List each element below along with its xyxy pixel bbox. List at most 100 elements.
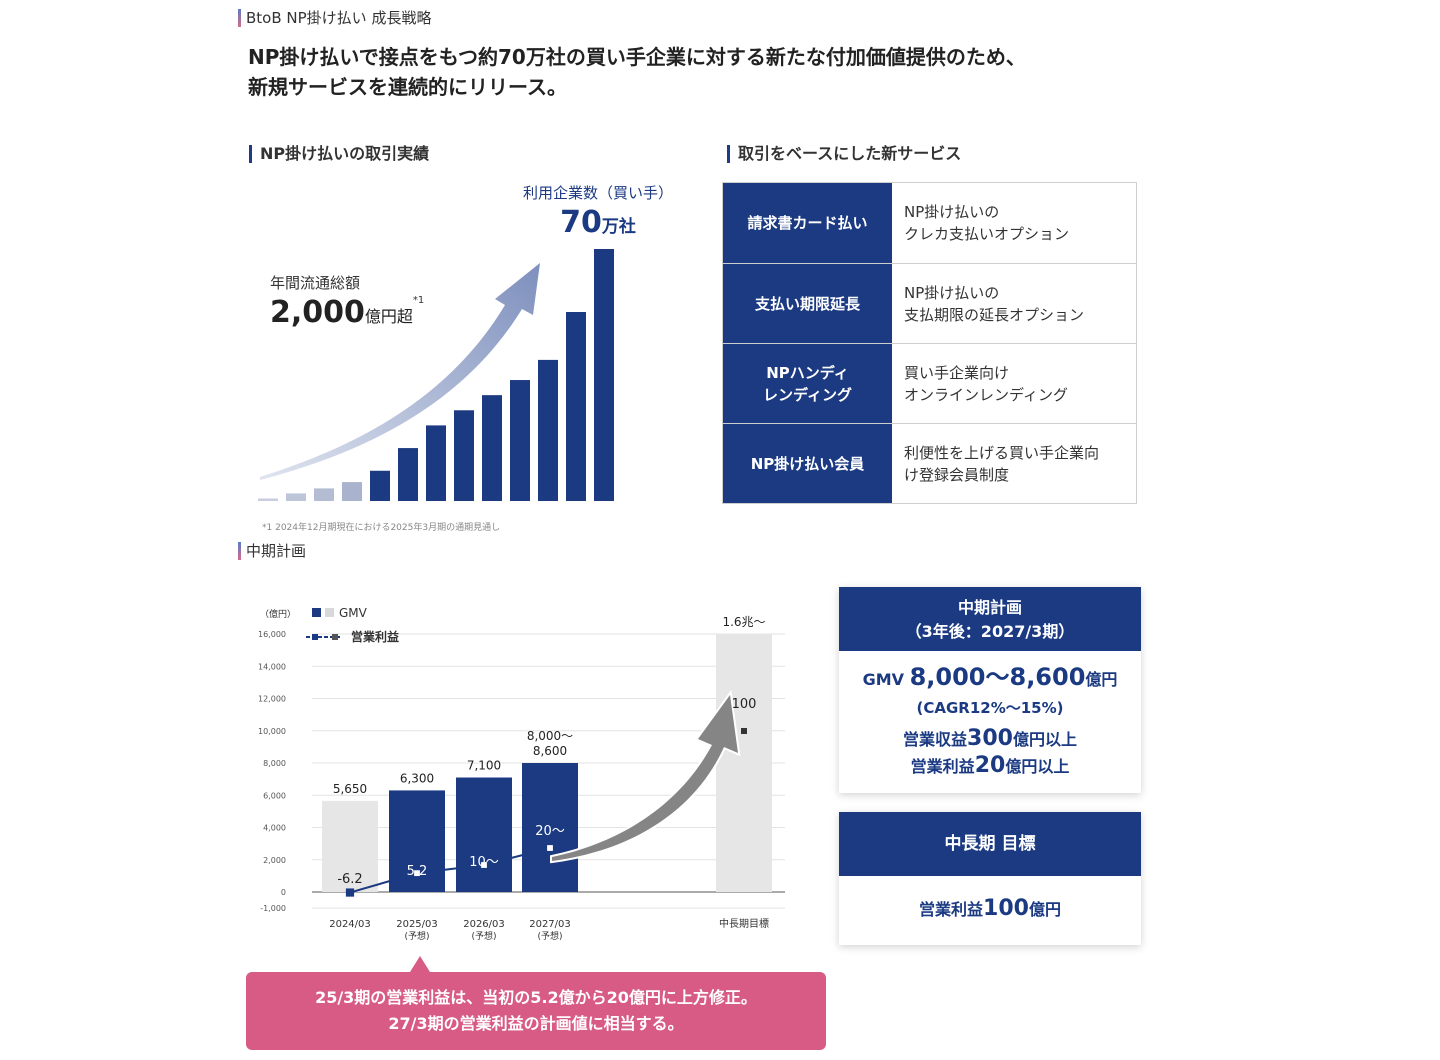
- plan-cagr: (CAGR12%〜15%): [916, 699, 1064, 717]
- gmv-unit: 億円超: [364, 307, 413, 326]
- y-tick-label: 4,000: [263, 824, 286, 833]
- x-tick-sublabel: (予想): [404, 930, 429, 942]
- gmv-value-label: 7,100: [467, 759, 501, 773]
- plan-card-body: GMV 8,000〜8,600億円 (CAGR12%〜15%) 営業収益300億…: [839, 651, 1141, 780]
- legend-op-marker-dark: [312, 634, 318, 640]
- services-title: 取引をベースにした新サービス: [727, 144, 961, 164]
- service-desc: NP掛け払いの 支払期限の延長オプション: [904, 283, 1085, 324]
- growth-bar: [314, 488, 334, 501]
- callout-box: 25/3期の営業利益は、当初の5.2億から20億円に上方修正。 27/3期の営業…: [246, 956, 826, 1050]
- service-row: NPハンディ レンディング 買い手企業向け オンラインレンディング: [723, 343, 1136, 423]
- x-tick-sublabel: (予想): [537, 930, 562, 942]
- gmv-annotation: 年間流通総額 2,000億円超*1: [270, 272, 424, 330]
- service-desc: NP掛け払いの クレカ支払いオプション: [904, 203, 1070, 243]
- growth-bar: [342, 482, 362, 501]
- y-tick-label: 14,000: [258, 662, 286, 671]
- gmv-value-label: 5,650: [333, 782, 367, 796]
- gmv-label: 年間流通総額: [270, 274, 361, 292]
- growth-bar: [454, 410, 474, 501]
- gmv-value-row: 2,000億円超*1: [270, 295, 424, 330]
- plan-op-value: 20: [974, 753, 1006, 778]
- plan-revenue-unit: 億円以上: [1012, 730, 1077, 749]
- plan-gmv-value: 8,000〜8,600: [909, 663, 1086, 691]
- gmv-note-mark: *1: [412, 295, 425, 306]
- growth-bar: [538, 359, 558, 501]
- op-value-label: 10〜: [469, 855, 499, 870]
- plan-card-head: 中期計画 （3年後：2027/3期）: [839, 587, 1141, 651]
- growth-bar: [370, 470, 390, 501]
- x-tick-label: 2027/03: [529, 919, 571, 930]
- op-value-label: 5.2: [407, 864, 428, 879]
- growth-bar: [426, 425, 446, 501]
- page-headline: NP掛け払いで接点をもつ約70万社の買い手企業に対する新たな付加価値提供のため、…: [248, 42, 1148, 102]
- plan-gmv-unit: 億円: [1085, 670, 1118, 689]
- plan-revenue-prefix: 営業収益: [903, 730, 968, 749]
- target-op-unit: 億円: [1028, 900, 1061, 919]
- service-desc: 利便性を上げる買い手企業向 け登録会員制度: [904, 443, 1100, 484]
- service-row: 請求書カード払い NP掛け払いの クレカ支払いオプション: [723, 183, 1136, 263]
- service-name: 支払い期限延長: [723, 264, 892, 343]
- y-tick-label: 10,000: [258, 727, 286, 736]
- x-tick-label: 中長期目標: [719, 917, 769, 930]
- x-tick-label: 2024/03: [329, 919, 371, 930]
- midterm-title: 中期計画: [238, 542, 306, 560]
- midterm-chart: 16,000 14,000 12,000 10,000 8,000 6,000 4,000 2…: [258, 606, 785, 942]
- plan-card-title: 中期計画: [957, 598, 1022, 617]
- users-value: 70: [560, 205, 602, 240]
- growth-chart: [258, 249, 614, 501]
- x-tick-label: 2025/03: [396, 919, 438, 930]
- op-value-label: -6.2: [337, 872, 362, 887]
- y-tick-label: 0: [281, 888, 286, 897]
- plan-card-subtitle: （3年後：2027/3期）: [905, 622, 1075, 641]
- services-table: 請求書カード払い NP掛け払いの クレカ支払いオプション 支払い期限延長 NP掛…: [722, 182, 1137, 504]
- gmv-bar: [522, 763, 578, 892]
- x-tick-sublabel: (予想): [471, 930, 496, 942]
- target-card: 中長期 目標 営業利益100億円: [839, 812, 1141, 945]
- legend-op-label: 営業利益: [351, 629, 399, 644]
- op-marker: [412, 869, 422, 878]
- growth-bar: [594, 249, 614, 501]
- footnote: *1 2024年12月期現在における2025年3月期の通期見通し: [262, 523, 501, 533]
- plan-op-unit: 億円以上: [1005, 757, 1070, 776]
- gmv-bar: [456, 777, 512, 892]
- plan-revenue-row: 営業収益300億円以上: [839, 726, 1141, 753]
- gmv-bar: [716, 634, 772, 892]
- transactions-title: NP掛け払いの取引実績: [249, 144, 429, 164]
- op-marker: [479, 860, 489, 870]
- growth-bar: [398, 448, 418, 501]
- midterm-arrow: [550, 689, 741, 864]
- legend-gmv-swatch-dark: [312, 608, 321, 617]
- service-name: NPハンディ レンディング: [723, 344, 892, 423]
- legend-gmv-label: GMV: [339, 606, 368, 620]
- callout-line-1: 25/3期の営業利益は、当初の5.2億から20億円に上方修正。: [315, 988, 757, 1007]
- service-row: 支払い期限延長 NP掛け払いの 支払期限の延長オプション: [723, 263, 1136, 343]
- gmv-value-label: 1.6兆〜: [722, 615, 765, 629]
- plan-card: 中期計画 （3年後：2027/3期） GMV 8,000〜8,600億円 (CA…: [839, 587, 1141, 793]
- gmv-value: 2,000: [270, 295, 365, 330]
- growth-bar: [482, 395, 502, 501]
- growth-bar: [566, 312, 586, 501]
- plan-op-row: 営業利益20億円以上: [839, 753, 1141, 780]
- y-tick-label: -1,000: [260, 904, 286, 913]
- plan-op-prefix: 営業利益: [910, 757, 975, 776]
- service-name: 請求書カード払い: [723, 183, 892, 263]
- y-tick-label: 6,000: [263, 791, 286, 800]
- legend-op-marker-grey: [332, 634, 338, 640]
- target-op-value: 100: [983, 896, 1029, 921]
- target-op-prefix: 営業利益: [919, 900, 984, 919]
- growth-bar: [286, 493, 306, 501]
- service-row: NP掛け払い会員 利便性を上げる買い手企業向 け登録会員制度: [723, 423, 1136, 503]
- gmv-value-label: 8,000〜: [527, 729, 573, 743]
- y-tick-label: 16,000: [258, 630, 286, 639]
- users-annotation: 利用企業数（買い手） 70万社: [519, 182, 677, 240]
- service-desc: 買い手企業向け オンラインレンディング: [904, 363, 1068, 404]
- x-tick-label: 2026/03: [463, 919, 505, 930]
- op-marker: [345, 888, 355, 897]
- op-marker: [545, 843, 555, 853]
- op-target-marker: [741, 728, 747, 734]
- y-tick-label: 8,000: [263, 759, 286, 768]
- growth-bar: [510, 380, 530, 501]
- gmv-bar: [322, 800, 378, 892]
- gmv-value-label: 8,600: [533, 744, 567, 758]
- legend: （億円） GMV 営業利益: [260, 606, 399, 644]
